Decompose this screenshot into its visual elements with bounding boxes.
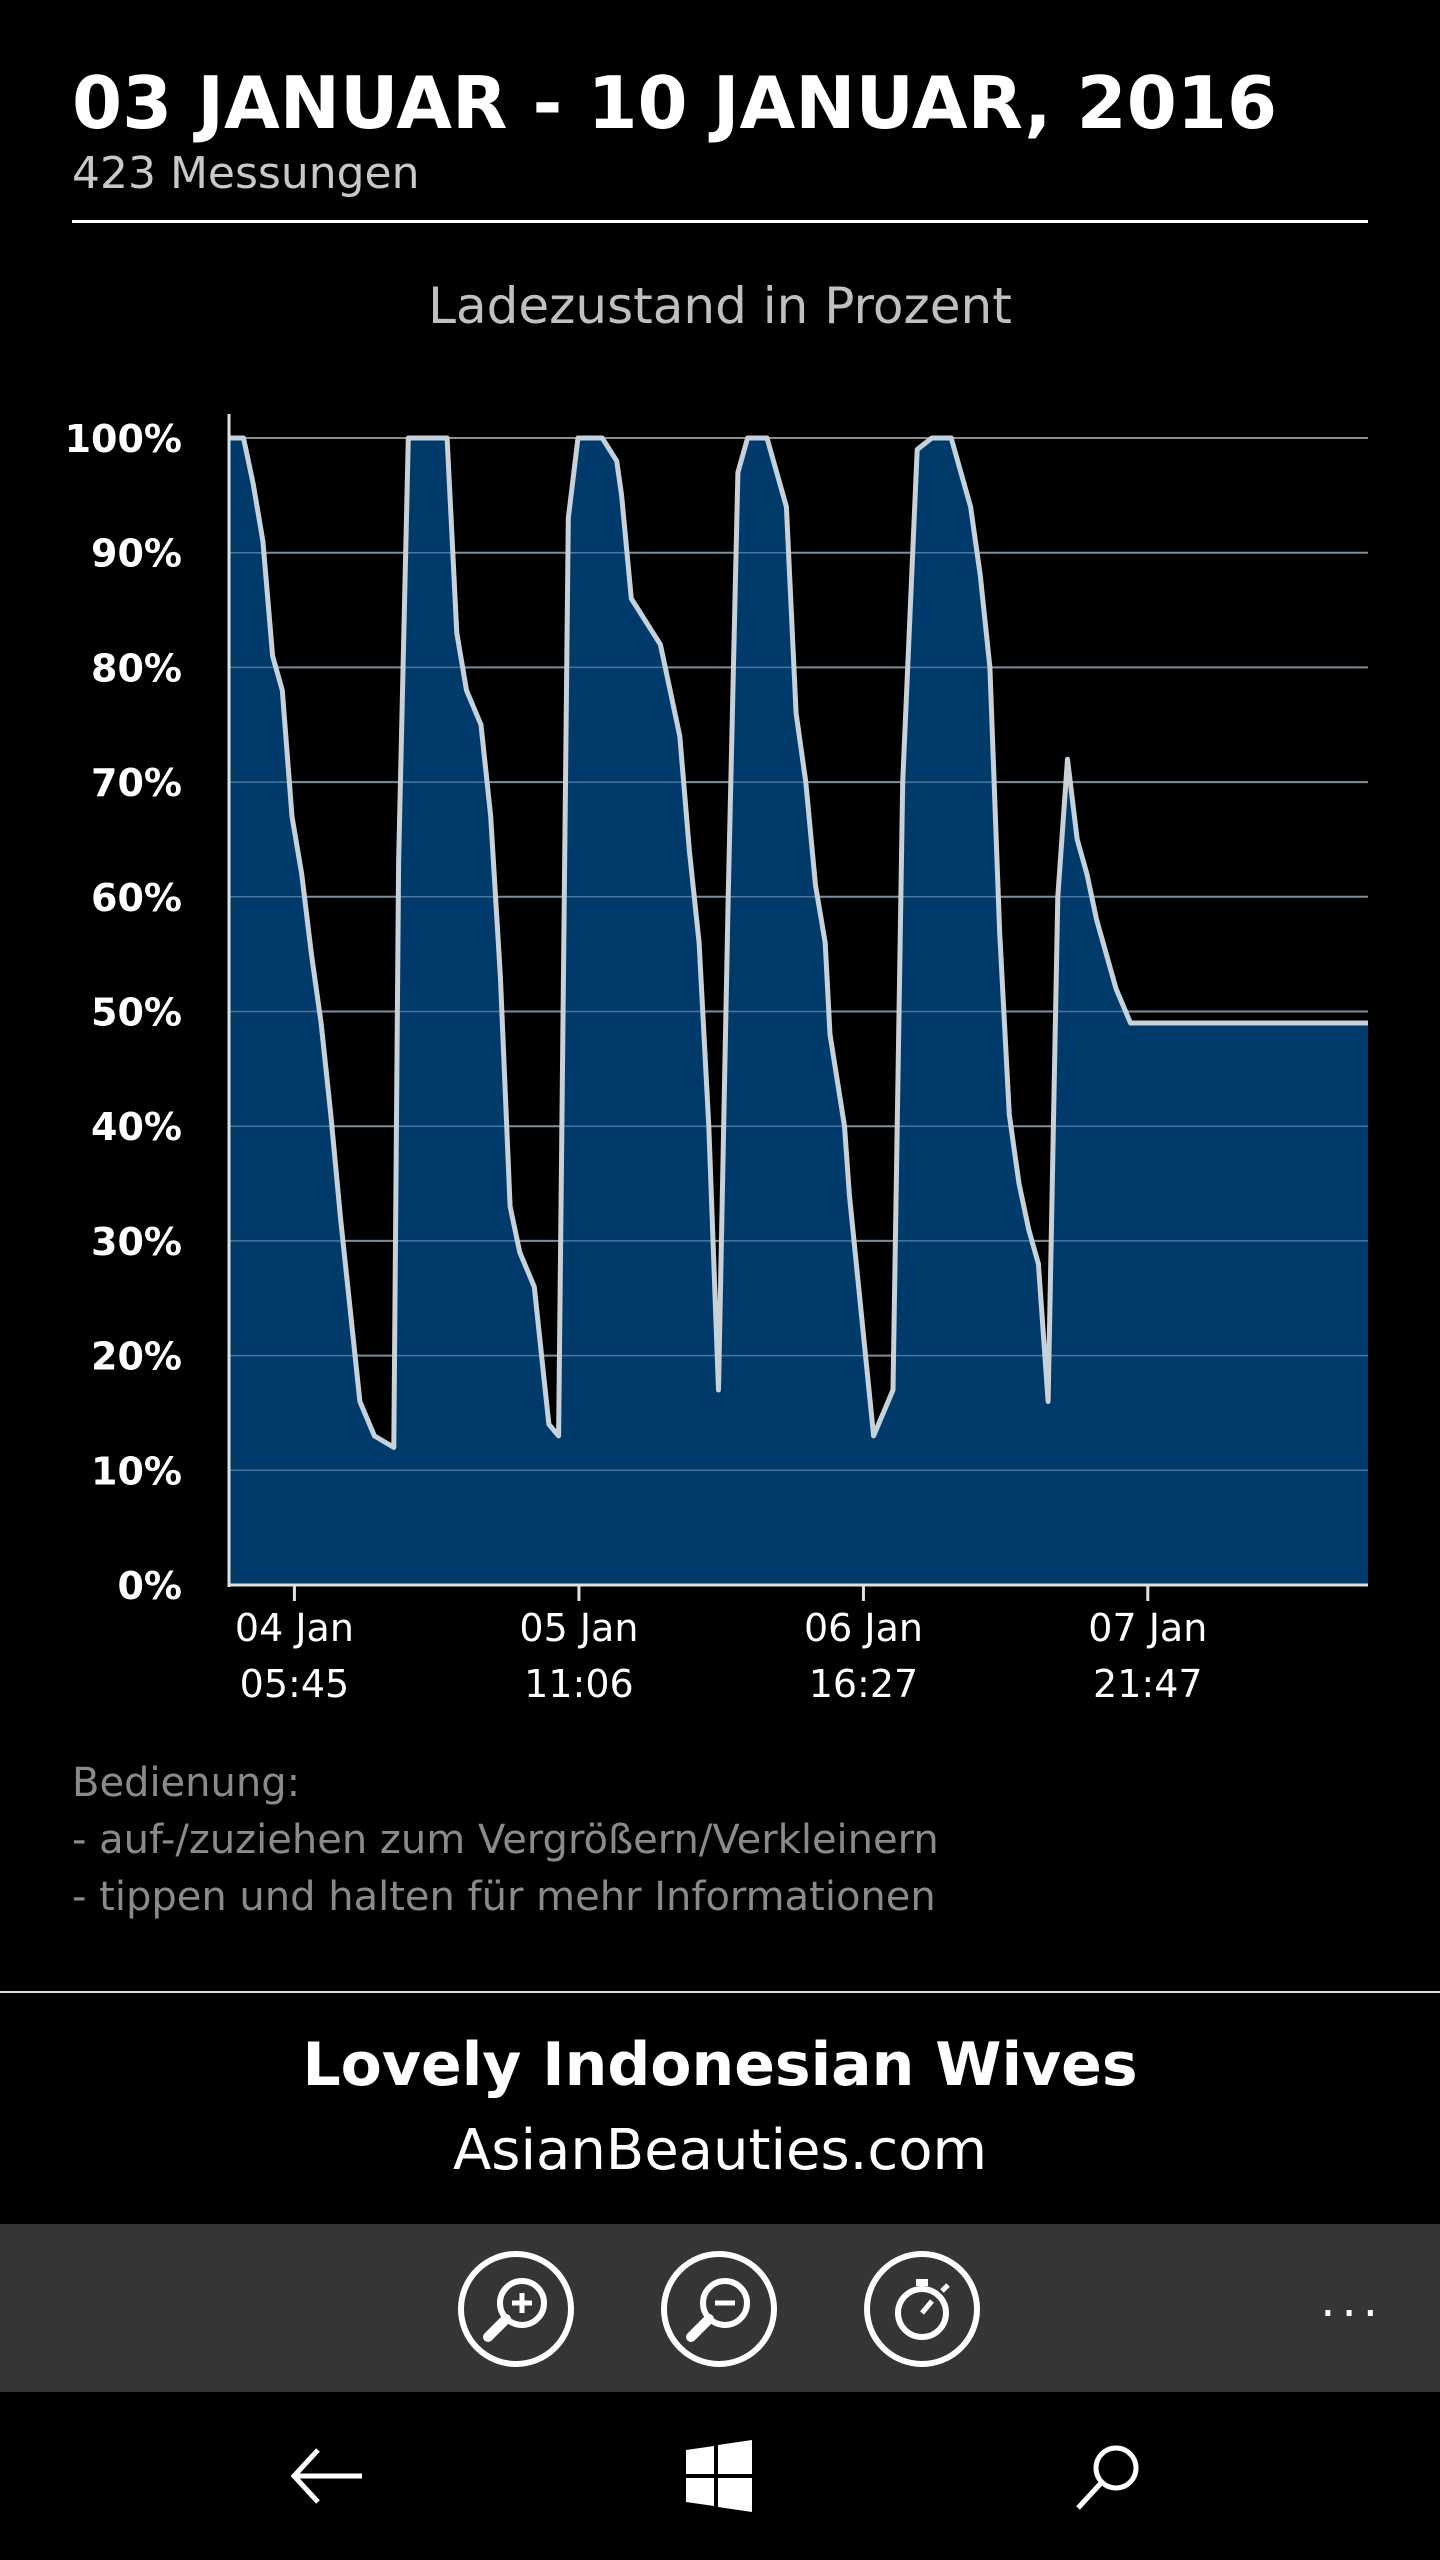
battery-chart[interactable]: Ladezustand in Prozent 100% 90% 80% 70% 60% 5… [0, 250, 1440, 1730]
windows-logo-icon [686, 2440, 752, 2512]
y-tick-label: 60% [91, 876, 182, 920]
ad-divider [0, 1991, 1440, 1993]
header-divider [72, 220, 1368, 223]
y-tick-label: 20% [91, 1335, 182, 1379]
x-tick-labels: 04 Jan 05:45 05 Jan 11:06 06 Jan 16:27 07 Jan 2… [235, 1606, 1207, 1706]
y-tick-label: 80% [91, 646, 182, 690]
header: 03 JANUAR - 10 JANUAR, 2016 423 Messunge… [72, 61, 1368, 199]
ad-title[interactable]: Lovely Indonesian Wives [302, 2030, 1138, 2100]
y-tick-label: 90% [91, 532, 182, 576]
navigation-bar [0, 2392, 1440, 2560]
app-bar: ... [0, 2224, 1440, 2392]
chart-area-series [229, 435, 1368, 1585]
usage-hints: Bedienung: - auf-/zuziehen zum Vergrößer… [72, 1755, 939, 1926]
x-tick-time: 05:45 [240, 1662, 350, 1706]
stopwatch-icon [895, 2279, 950, 2340]
zoom-in-icon [483, 2278, 547, 2342]
measurement-count: 423 Messungen [72, 147, 420, 199]
y-tick-label: 50% [91, 991, 182, 1035]
y-tick-label: 10% [91, 1449, 182, 1493]
y-tick-label: 100% [65, 417, 182, 461]
usage-line-pinch: - auf-/zuziehen zum Vergrößern/Verkleine… [72, 1817, 939, 1863]
page-title: 03 JANUAR - 10 JANUAR, 2016 [72, 61, 1278, 145]
time-range-button[interactable] [864, 2251, 980, 2367]
y-tick-label: 0% [117, 1564, 182, 1608]
y-tick-label: 40% [91, 1105, 182, 1149]
x-tick-date: 06 Jan [804, 1606, 923, 1650]
ad-url[interactable]: AsianBeauties.com [452, 2118, 988, 2183]
x-tick-date: 04 Jan [235, 1606, 354, 1650]
y-tick-label: 30% [91, 1220, 182, 1264]
search-icon [1076, 2445, 1139, 2510]
usage-line-hold: - tippen und halten für mehr Information… [72, 1874, 936, 1920]
more-options-button[interactable]: ... [1320, 2272, 1384, 2328]
ad-banner[interactable]: Lovely Indonesian Wives AsianBeauties.co… [0, 2030, 1440, 2183]
search-button[interactable] [1070, 2436, 1150, 2516]
x-tick-date: 05 Jan [519, 1606, 638, 1650]
x-tick-time: 11:06 [524, 1662, 634, 1706]
x-tick-time: 21:47 [1093, 1662, 1203, 1706]
y-tick-label: 70% [91, 761, 182, 805]
area-line [229, 435, 1368, 1450]
back-arrow-icon [290, 2448, 362, 2504]
chart-axes [227, 414, 1368, 1601]
chart-title: Ladezustand in Prozent [428, 277, 1012, 335]
start-button[interactable] [680, 2436, 760, 2516]
x-tick-time: 16:27 [809, 1662, 919, 1706]
back-button[interactable] [288, 2436, 368, 2516]
zoom-out-icon [686, 2278, 750, 2342]
zoom-in-button[interactable] [458, 2251, 574, 2367]
zoom-out-button[interactable] [661, 2251, 777, 2367]
y-tick-labels: 100% 90% 80% 70% 60% 50% 40% 30% 20% 10% 0% [65, 417, 182, 1608]
usage-heading: Bedienung: [72, 1760, 301, 1806]
x-tick-date: 07 Jan [1088, 1606, 1207, 1650]
